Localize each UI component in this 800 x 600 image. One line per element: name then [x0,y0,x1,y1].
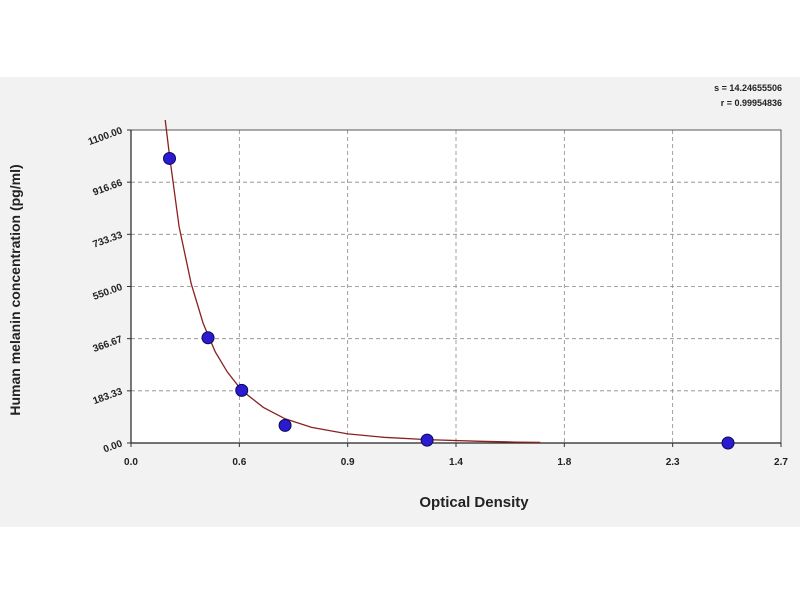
x-tick-label: 2.3 [666,457,680,468]
y-tick-label: 916.66 [92,178,125,199]
data-point [721,436,735,450]
data-point [235,383,249,397]
y-tick-label: 1100.00 [87,125,125,148]
data-point [420,433,434,447]
x-tick-label: 0.6 [232,457,246,468]
x-tick-label: 1.8 [557,457,571,468]
y-axis-ticks: 0.00 183.33 366.67 550.00 733.33 916.66 1100.0… [87,125,131,455]
fit-curve-line [164,120,541,443]
y-tick-label: 366.67 [92,334,125,355]
y-tick-label: 550.00 [92,282,125,303]
fit-statistic-r: r = 0.99954836 [720,98,782,108]
x-tick-label: 2.7 [774,457,788,468]
data-point [278,418,292,432]
fit-statistic-s: s = 14.24655506 [714,83,782,93]
data-point [201,331,215,345]
x-tick-label: 0.0 [124,457,138,468]
data-point [163,151,177,165]
x-tick-label: 1.4 [449,457,463,468]
data-points [163,151,735,450]
y-tick-label: 733.33 [92,230,125,251]
x-axis-ticks: 0.0 0.6 0.9 1.4 1.8 2.3 2.7 [124,443,788,468]
y-axis-title: Human melanin concentration (pg/ml) [7,164,23,415]
x-tick-label: 0.9 [341,457,355,468]
y-tick-label: 183.33 [92,386,125,407]
x-axis-title: Optical Density [419,494,529,511]
y-tick-label: 0.00 [102,438,124,455]
